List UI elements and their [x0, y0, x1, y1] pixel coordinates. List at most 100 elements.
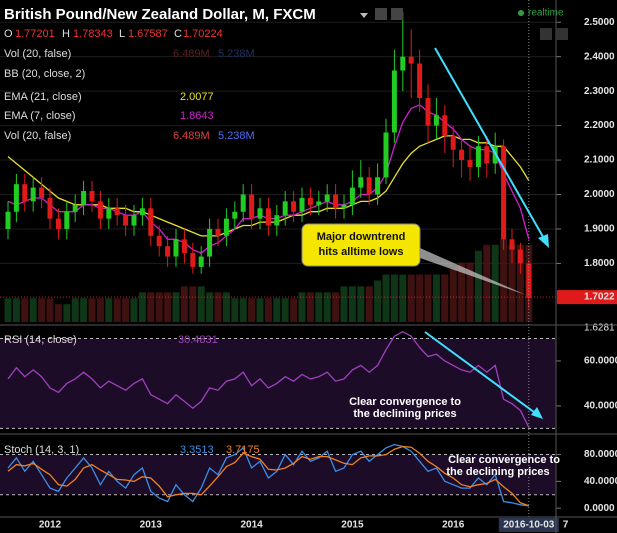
cursor-fragment: 7 — [563, 520, 569, 531]
candle-body — [156, 235, 162, 247]
y-tick-label: 40.0000 — [584, 401, 617, 412]
y-tick-label: 1.9000 — [584, 224, 615, 235]
x-tick-label: 2016 — [442, 520, 465, 531]
candle-body — [114, 208, 120, 216]
settings-icon[interactable] — [391, 8, 403, 20]
candle-body — [282, 201, 288, 216]
candle-body — [442, 115, 448, 136]
candle-body — [383, 132, 389, 178]
volume-bar — [315, 292, 323, 322]
volume-bar — [231, 298, 239, 322]
candle-body — [89, 191, 95, 202]
volume-bar — [239, 298, 247, 322]
ohlc-value: 1.77201 — [15, 28, 55, 40]
volume-bar — [256, 298, 264, 322]
volume-bar — [248, 298, 256, 322]
volume-bar — [290, 298, 298, 322]
toolbar-icon[interactable] — [540, 28, 552, 40]
last-price-box — [557, 290, 617, 305]
indicator-name: BB (20, close, 2) — [4, 68, 85, 80]
indicator-line — [7, 330, 530, 428]
candle-body — [425, 98, 431, 126]
ohlc-key: C — [174, 28, 182, 40]
candle-body — [190, 253, 196, 267]
candle-body — [417, 63, 423, 99]
volume-bar — [323, 292, 331, 322]
candle-body — [475, 146, 481, 167]
indicator-value: 6.489M — [173, 48, 210, 60]
candle-body — [64, 211, 70, 229]
candle-body — [139, 208, 145, 216]
volume-bar — [80, 298, 88, 322]
candle-body — [450, 135, 456, 150]
candle-body — [207, 228, 213, 257]
volume-bar — [155, 292, 163, 322]
volume-bar — [306, 292, 314, 322]
candle-body — [467, 160, 473, 167]
settings-icon[interactable] — [375, 8, 387, 20]
candle-body — [265, 208, 271, 226]
indicator-name: Vol (20, false) — [4, 48, 71, 60]
candle-body — [391, 70, 397, 133]
trend-arrow — [434, 47, 547, 243]
volume-bar — [138, 292, 146, 322]
callout-box — [301, 223, 421, 267]
volume-bar — [390, 274, 398, 322]
candle-body — [316, 201, 322, 205]
ohlc-key: L — [119, 28, 125, 40]
volume-bar — [147, 292, 155, 322]
candle-body — [526, 263, 532, 298]
volume-bar — [105, 298, 113, 322]
candle-body — [13, 184, 19, 212]
candle-body — [55, 218, 61, 229]
candle-body — [299, 197, 305, 212]
volume-bar — [96, 298, 104, 322]
candle-body — [433, 115, 439, 126]
candle-body — [249, 194, 255, 219]
volume-bar — [298, 292, 306, 322]
candle-body — [106, 208, 112, 219]
candle-body — [72, 204, 78, 212]
candle-body — [358, 177, 364, 188]
ohlc-value: 1.67587 — [128, 28, 168, 40]
indicator-value: 5.238M — [218, 130, 255, 142]
candle-body — [173, 239, 179, 257]
ohlc-value: 1.78343 — [73, 28, 113, 40]
indicator-name: RSI (14, close) — [4, 334, 77, 346]
candle-body — [501, 146, 507, 240]
annotation-line: Major downtrend — [317, 231, 406, 243]
volume-bar — [516, 244, 524, 322]
candle-body — [148, 208, 154, 236]
volume-bar — [197, 286, 205, 322]
indicator-value: 5.238M — [218, 48, 255, 60]
status: realtime — [528, 8, 564, 19]
candle-body — [324, 194, 330, 202]
y-tick-label: 0.0000 — [584, 503, 615, 514]
candle-body — [333, 194, 339, 209]
toolbar-icon[interactable] — [556, 28, 568, 40]
candle-body — [123, 215, 129, 226]
ohlc-key: H — [62, 28, 70, 40]
candle-body — [240, 194, 246, 212]
y-tick-label: 80.0000 — [584, 449, 617, 460]
cursor-box — [498, 518, 559, 532]
volume-bar — [340, 286, 348, 322]
volume-bar — [382, 274, 390, 322]
volume-bar — [399, 274, 407, 322]
volume-bar — [264, 298, 272, 322]
candle-body — [39, 187, 45, 198]
dropdown-icon[interactable] — [360, 13, 368, 18]
candle-body — [341, 204, 347, 209]
candle-body — [22, 184, 28, 202]
y-tick-label: 2.0000 — [584, 189, 615, 200]
stoch-panel — [0, 443, 556, 507]
candle-body — [484, 146, 490, 164]
volume-bar — [38, 298, 46, 322]
candle-body — [257, 208, 263, 219]
ohlc-key: O — [4, 28, 13, 40]
y-tick-label: 2.4000 — [584, 51, 615, 62]
volume-bar — [4, 298, 12, 322]
volume-bar — [113, 298, 121, 322]
cursor-label: 2016-10-03 — [503, 520, 555, 531]
volume-bar — [374, 280, 382, 322]
